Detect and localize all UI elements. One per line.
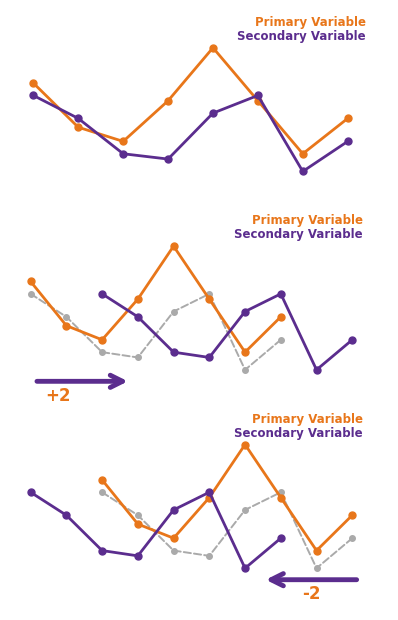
Text: Secondary Variable: Secondary Variable [234, 427, 363, 440]
Text: Secondary Variable: Secondary Variable [234, 229, 363, 241]
Text: -2: -2 [302, 585, 321, 603]
Text: +2: +2 [45, 387, 70, 405]
Text: Secondary Variable: Secondary Variable [237, 30, 366, 43]
Text: Primary Variable: Primary Variable [252, 413, 363, 426]
Text: Primary Variable: Primary Variable [255, 16, 366, 29]
Text: Primary Variable: Primary Variable [252, 215, 363, 228]
